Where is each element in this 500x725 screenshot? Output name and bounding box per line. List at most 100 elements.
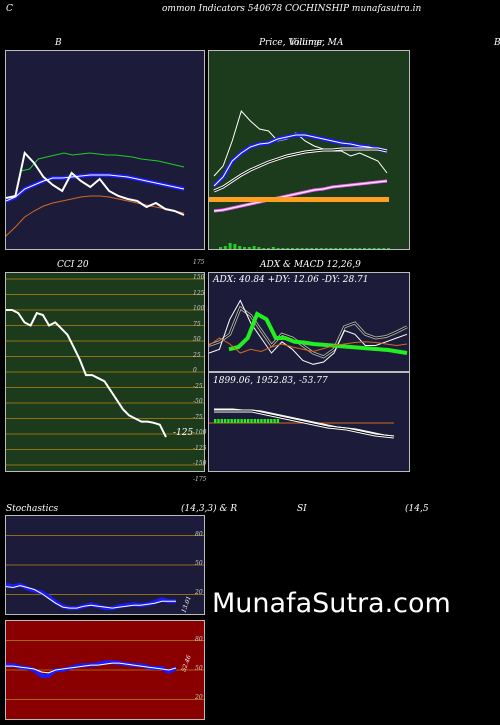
cci-tick-label: -100 — [193, 429, 207, 436]
page-title: ommon Indicators 540678 COCHINSHIP munaf… — [162, 4, 422, 14]
header-left: C — [6, 4, 13, 14]
macd-panel: 1899.06, 1952.83, -53.77 — [208, 372, 410, 472]
cci-tick-label: 50 — [193, 336, 201, 343]
volume-bar — [377, 248, 381, 249]
cci-tick-label: -175 — [193, 475, 207, 483]
adx-line — [228, 311, 408, 355]
adx-values: ADX: 40.84 +DY: 12.06 -DY: 28.71 — [213, 275, 369, 285]
cci-title: CCI 20 — [57, 260, 89, 270]
price-panel — [208, 50, 410, 250]
adx-panel: ADX: 40.84 +DY: 12.06 -DY: 28.71 — [208, 272, 410, 372]
price-close-line — [213, 110, 388, 177]
bb-upper-line — [20, 152, 185, 172]
cci-tick-label: 125 — [193, 289, 205, 297]
macd-histogram-bar — [217, 419, 220, 423]
volume-bar — [305, 248, 309, 249]
price-ma-long-inner — [213, 148, 388, 192]
volume-bar — [319, 248, 323, 249]
cci-panel — [5, 272, 205, 472]
bb-middle-line — [6, 173, 185, 203]
volume-bar — [286, 248, 290, 249]
volume-bar — [291, 248, 294, 249]
adx-plus-dy-line — [209, 299, 408, 365]
stoch-d-line — [6, 585, 176, 609]
rsi-chart — [6, 640, 204, 700]
macd-histogram-bar — [223, 419, 227, 423]
macd-chart — [209, 408, 395, 439]
rsi-panel — [5, 620, 205, 720]
cci-tick-label: 175 — [193, 258, 205, 266]
si-params: (14,5 — [405, 504, 429, 514]
macd-line-inner — [214, 410, 395, 438]
rsi-tick-label: 50 — [195, 665, 203, 672]
price-support-band — [209, 197, 389, 202]
macd-histogram-bar — [247, 419, 250, 423]
volume-bar — [343, 248, 347, 249]
macd-histogram-bar — [276, 419, 280, 423]
volume-bar — [353, 248, 357, 249]
adx-minus-dy-core — [209, 307, 408, 358]
volume-bar — [295, 248, 299, 249]
volume-bar — [238, 246, 242, 249]
right-edge-label: B — [494, 38, 500, 48]
volume-bar — [247, 247, 251, 249]
cci-value-label: -125 — [173, 428, 194, 438]
stoch-tick-label: 50 — [195, 560, 203, 567]
volume-bar — [339, 248, 342, 249]
stoch-tick-label: 80 — [195, 530, 203, 538]
watermark: MunafaSutra.com — [212, 588, 451, 619]
stoch-k-line — [6, 582, 176, 611]
macd-histogram-bar — [270, 419, 273, 423]
volume-bar — [387, 248, 390, 249]
volume-bar — [271, 247, 275, 249]
volume-bar — [262, 248, 266, 249]
volume-bar — [243, 247, 246, 249]
volume-bar — [329, 248, 333, 249]
stoch-params: (14,3,3) & R — [181, 504, 238, 514]
macd-histogram-bar — [250, 419, 253, 423]
volume-bar — [367, 248, 371, 249]
bollinger-panel — [5, 50, 205, 250]
volume-bar — [252, 246, 256, 249]
volume-bar — [281, 248, 285, 249]
macd-histogram-bar — [227, 419, 230, 423]
rsi-tick-label: 20 — [195, 694, 203, 702]
volume-bar — [324, 248, 328, 249]
price-ma-pink-highlight — [213, 180, 388, 212]
volume-bar — [334, 248, 338, 249]
macd-histogram-bar — [273, 419, 276, 423]
si-title: SI — [297, 504, 307, 514]
volume-bar — [372, 248, 376, 249]
macd-histogram-bar — [220, 419, 223, 423]
macd-histogram-bar — [237, 419, 240, 423]
stoch-tick-label: 20 — [195, 589, 203, 597]
macd-signal-line — [214, 408, 395, 437]
macd-histogram-bar — [243, 419, 247, 423]
volume-bar — [223, 246, 227, 249]
bb-lower-line — [6, 195, 185, 237]
volume-bar — [267, 248, 270, 249]
adx-orange-line — [209, 337, 408, 354]
cci-tick-label: 25 — [193, 351, 201, 359]
macd-histogram-bar — [266, 419, 270, 423]
stoch-panel — [5, 515, 205, 615]
macd-histogram-bar — [233, 419, 237, 423]
price-ma-blue — [212, 133, 388, 188]
volume-bar — [358, 248, 362, 249]
bb-price-line — [6, 150, 185, 216]
macd-histogram-bar — [230, 419, 233, 423]
bb-middle-highlight — [6, 174, 185, 202]
price-overlay-title: Villingr — [290, 38, 324, 48]
bb-title: B — [55, 38, 62, 48]
volume-bar — [382, 248, 386, 249]
cci-tick-label: 100 — [193, 305, 205, 312]
cci-line — [6, 309, 167, 438]
volume-bar — [348, 248, 352, 249]
cci-tick-label: -75 — [193, 413, 203, 421]
bollinger-chart — [6, 150, 185, 237]
volume-bar — [276, 248, 280, 249]
volume-bar — [228, 243, 232, 249]
price-ma-blue-highlight — [213, 134, 388, 187]
macd-histogram-bar — [253, 419, 256, 423]
macd-histogram-bar — [260, 419, 263, 423]
